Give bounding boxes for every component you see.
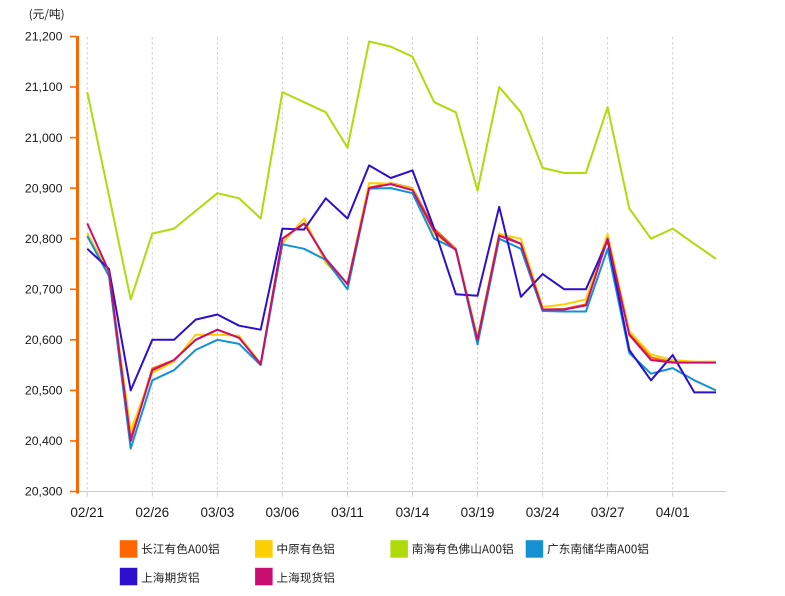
svg-text:20,400: 20,400 (25, 434, 63, 448)
svg-text:20,600: 20,600 (25, 333, 63, 347)
svg-text:02/26: 02/26 (135, 505, 169, 520)
svg-text:03/03: 03/03 (201, 505, 235, 520)
svg-text:03/06: 03/06 (266, 505, 300, 520)
svg-text:20,900: 20,900 (25, 181, 63, 195)
svg-text:21,200: 21,200 (25, 30, 63, 44)
svg-text:20,300: 20,300 (25, 485, 63, 499)
svg-text:20,500: 20,500 (25, 384, 63, 398)
svg-text:03/24: 03/24 (526, 505, 560, 520)
svg-text:21,000: 21,000 (25, 131, 63, 145)
svg-text:04/01: 04/01 (656, 505, 690, 520)
svg-text:20,800: 20,800 (25, 232, 63, 246)
svg-text:21,100: 21,100 (25, 80, 63, 94)
svg-text:02/21: 02/21 (70, 505, 104, 520)
svg-text:03/14: 03/14 (396, 505, 430, 520)
svg-text:03/19: 03/19 (461, 505, 495, 520)
svg-text:03/27: 03/27 (591, 505, 625, 520)
svg-text:03/11: 03/11 (331, 505, 364, 520)
svg-text:20,700: 20,700 (25, 283, 63, 297)
